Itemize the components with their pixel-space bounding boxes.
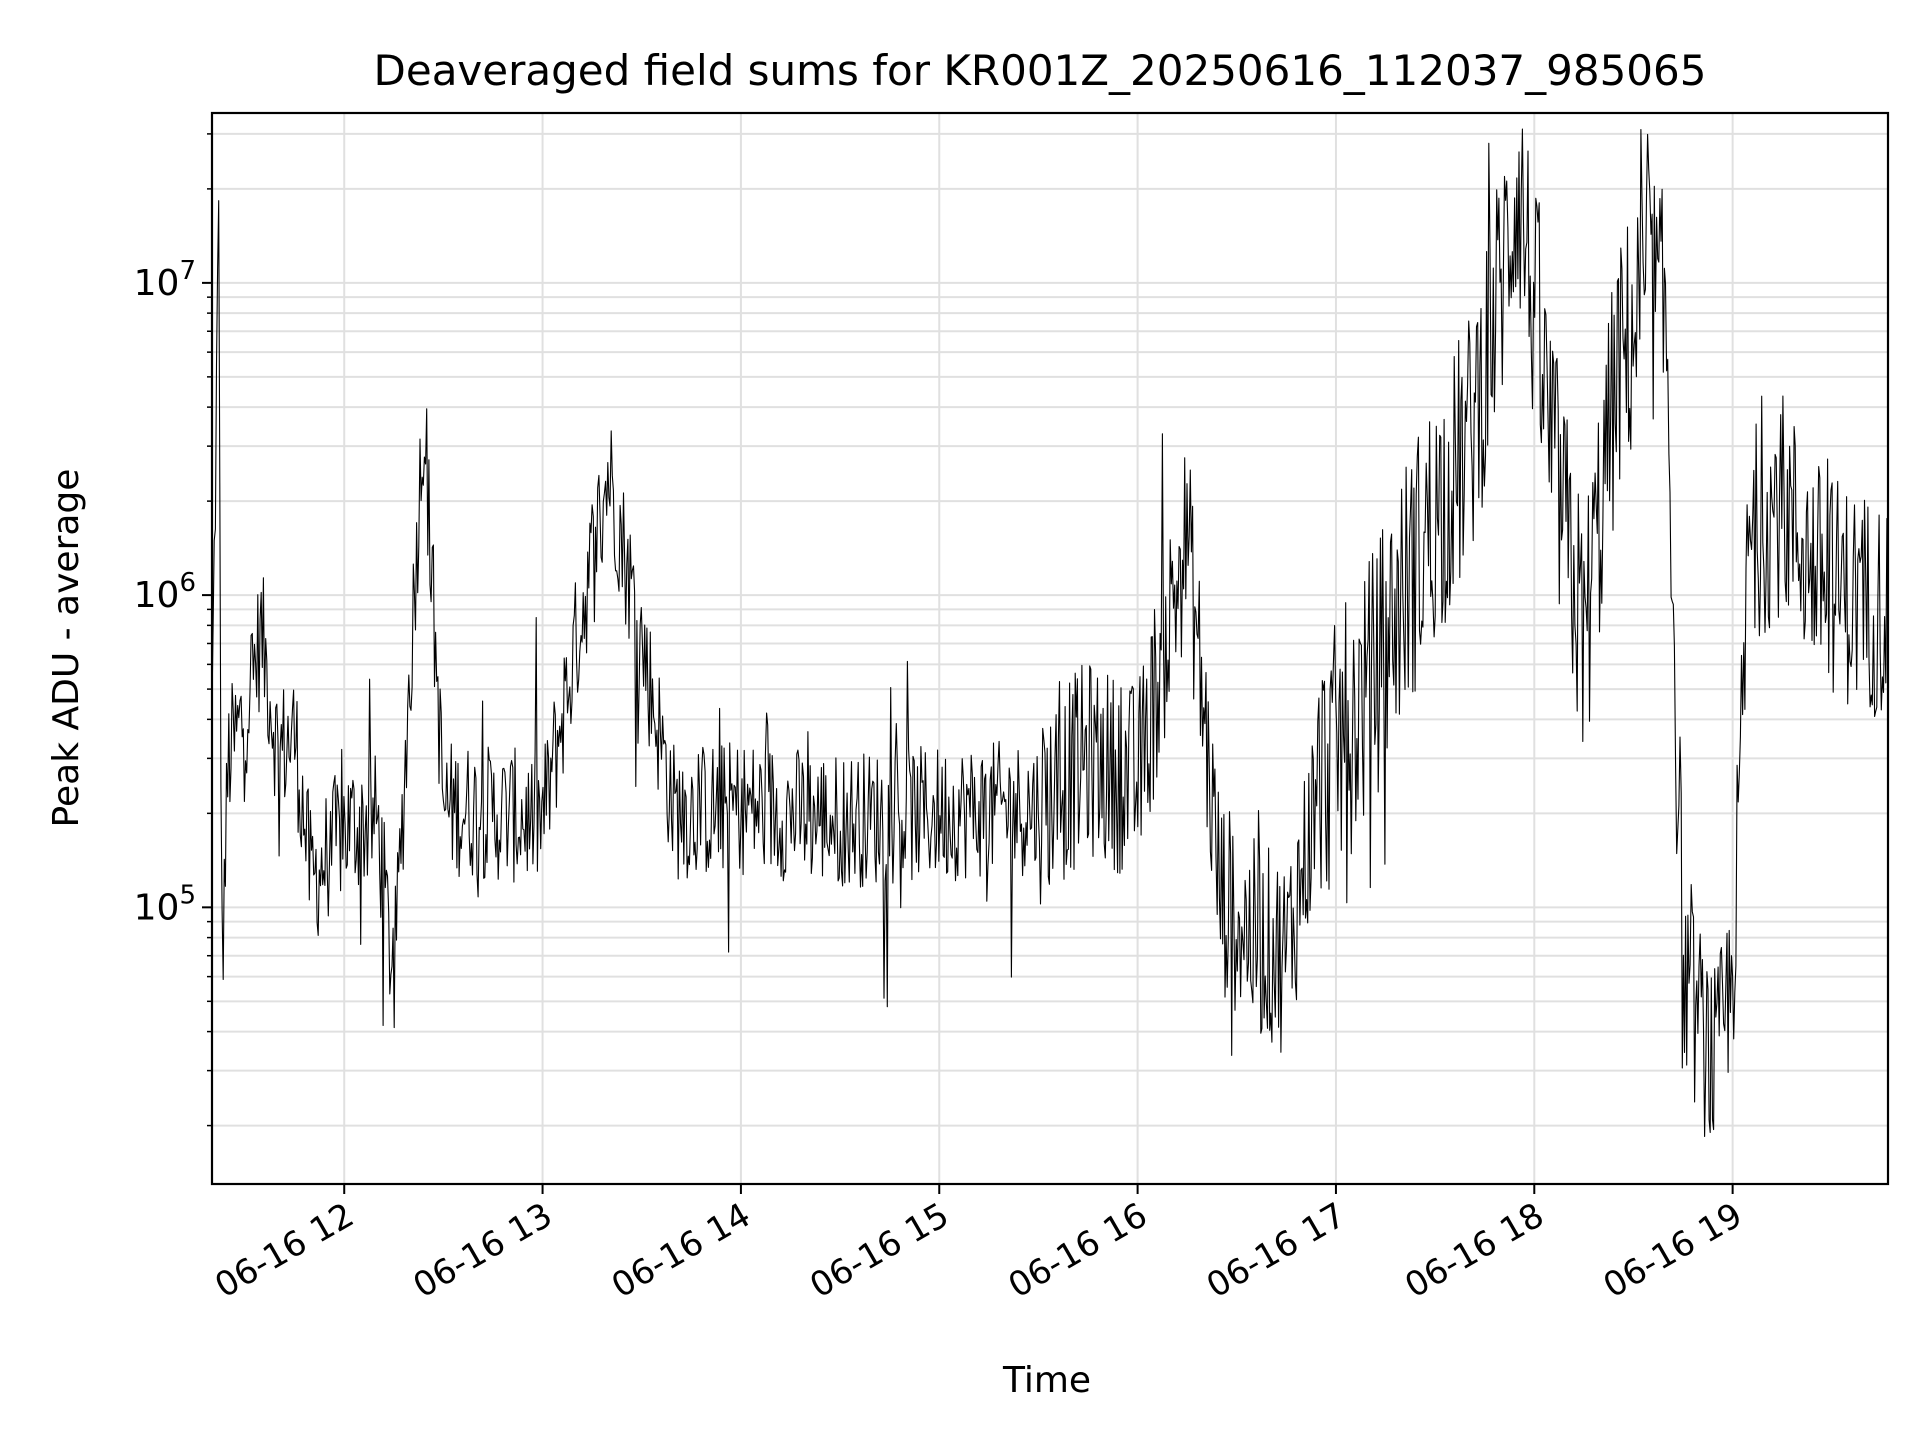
series-line bbox=[212, 128, 1888, 1138]
y-axis: 105 106 107 bbox=[134, 133, 212, 1127]
chart-title: Deaveraged field sums for KR001Z_2025061… bbox=[374, 46, 1707, 95]
y-tick-label: 106 bbox=[134, 568, 196, 616]
y-axis-label: Peak ADU - average bbox=[46, 469, 87, 828]
y-tick-label: 105 bbox=[134, 880, 196, 928]
plot-frame bbox=[210, 111, 1890, 1186]
grid bbox=[212, 113, 1888, 1184]
y-tick-label: 107 bbox=[134, 256, 196, 304]
x-axis-label: Time bbox=[1002, 1360, 1091, 1401]
